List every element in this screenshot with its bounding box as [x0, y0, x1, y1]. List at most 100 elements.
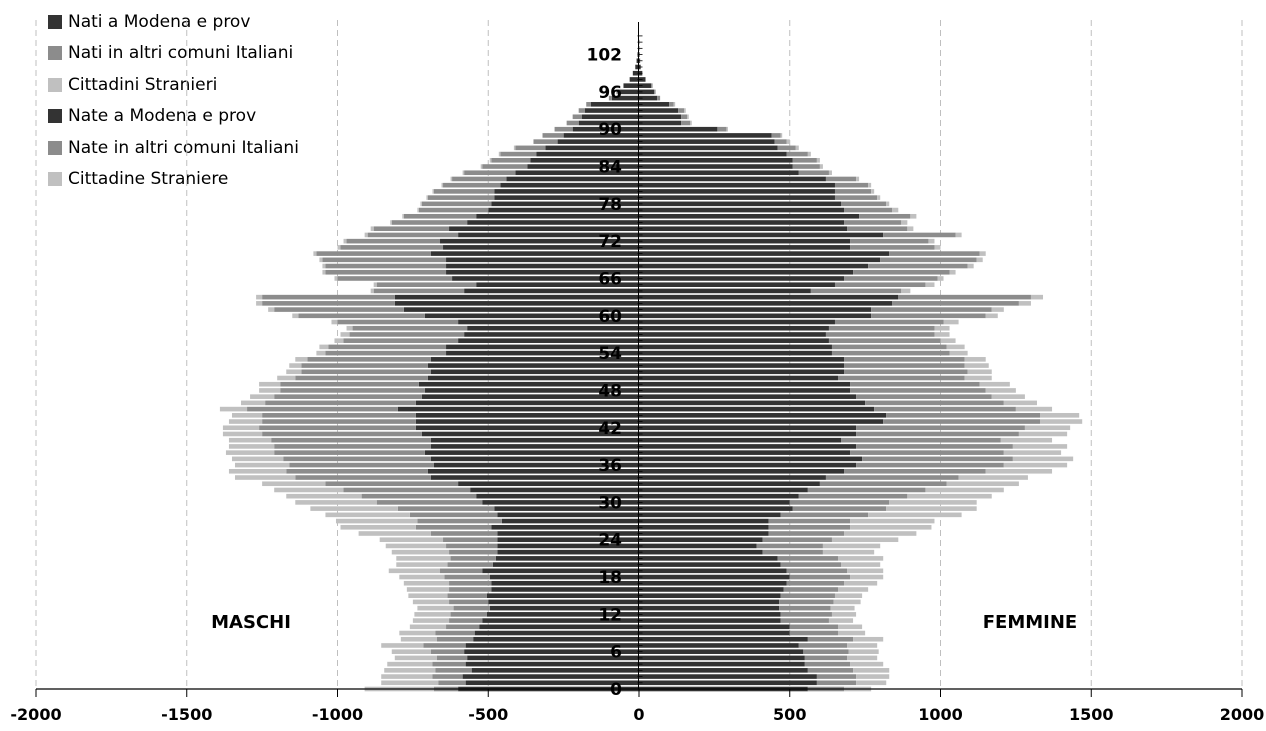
bar-female-nate-italia: [889, 251, 980, 256]
bar-female-straniere: [1012, 444, 1068, 449]
bar-male-nati-modena: [446, 350, 639, 356]
bar-female-nate-modena: [639, 369, 845, 375]
bar-male-nati-modena: [427, 375, 639, 381]
bar-female-nate-italia: [762, 537, 832, 543]
bar-female-straniere: [964, 357, 986, 362]
bar-female-straniere: [1000, 437, 1053, 443]
bar-female-nate-modena: [639, 425, 857, 431]
bar-male-nati-italia: [274, 450, 425, 455]
bar-male-stranieri: [219, 406, 248, 412]
bar-female-nate-italia: [856, 394, 992, 399]
bar-male-nati-italia: [452, 176, 507, 182]
bar-male-nati-modena: [464, 288, 639, 294]
bar-female-nate-italia: [834, 195, 878, 200]
bar-female-nate-italia: [780, 593, 835, 598]
bar-male-stranieri: [295, 500, 377, 505]
bar-female-nate-italia: [844, 276, 938, 281]
bar-male-nati-italia: [286, 469, 428, 474]
bar-female-nate-italia: [657, 95, 661, 101]
bar-female-nate-modena: [639, 437, 842, 443]
bar-female-nate-italia: [844, 363, 965, 368]
bar-male-nati-modena: [452, 276, 639, 281]
bar-male-stranieri: [412, 618, 450, 623]
bar-female-nate-italia: [789, 624, 838, 630]
bar-male-nati-italia: [361, 493, 477, 499]
bar-female-straniere: [910, 213, 917, 219]
bar-male-nati-modena: [427, 469, 639, 474]
bar-male-stranieri: [462, 170, 465, 176]
bar-female-nate-italia: [844, 220, 902, 225]
legend-item: Cittadini Stranieri: [48, 69, 299, 101]
bar-male-nati-modena: [491, 580, 639, 586]
y-tick-label: 0: [610, 680, 622, 700]
bar-male-stranieri: [381, 643, 424, 648]
bar-female-nate-italia: [804, 655, 848, 661]
bar-male-nati-italia: [409, 512, 498, 518]
bar-male-stranieri: [406, 587, 450, 592]
bar-female-straniere: [991, 307, 1004, 312]
bar-male-stranieri: [441, 182, 444, 188]
bar-male-stranieri: [391, 549, 450, 555]
bar-male-nati-modena: [424, 313, 639, 319]
bar-male-nati-modena: [497, 512, 639, 518]
bar-female-straniere: [1039, 419, 1083, 424]
bar-female-nate-italia: [898, 294, 1031, 300]
bar-male-stranieri: [222, 431, 263, 437]
bar-female-straniere: [949, 269, 956, 275]
bar-female-straniere: [940, 338, 956, 343]
axis-layer: -2000 -1500 -1000 -500 0 500 1000 1500 2000 0 6 12 1…: [10, 22, 1264, 724]
bar-male-stranieri: [228, 419, 263, 424]
bar-male-stranieri: [335, 518, 418, 524]
bar-male-nati-modena: [467, 325, 639, 331]
bar-male-nati-italia: [417, 518, 502, 524]
bar-male-stranieri: [373, 282, 377, 287]
bar-male-stranieri: [498, 151, 501, 157]
bar-male-stranieri: [412, 599, 450, 605]
bar-male-nati-italia: [280, 381, 419, 387]
bar-female-nate-italia: [834, 182, 869, 188]
legend-swatch: [48, 14, 62, 29]
bar-male-stranieri: [228, 437, 272, 443]
bar-male-stranieri: [387, 661, 433, 667]
bar-male-nati-italia: [423, 643, 466, 648]
bar-female-nate-italia: [804, 661, 851, 667]
bar-male-nati-italia: [316, 251, 431, 256]
bar-female-nate-modena: [639, 201, 842, 207]
bar-male-nati-modena: [394, 301, 639, 306]
bar-male-nati-italia: [373, 226, 450, 232]
bar-female-nate-italia: [834, 319, 944, 325]
legend-label: Cittadine Straniere: [68, 169, 229, 190]
bar-male-stranieri: [310, 506, 398, 511]
bar-female-nate-modena: [639, 263, 869, 269]
bar-female-nate-italia: [669, 102, 674, 107]
bar-female-straniere: [673, 102, 676, 107]
bar-male-nati-modena: [632, 70, 639, 76]
bar-male-nati-modena: [590, 102, 639, 107]
bar-male-nati-modena: [572, 126, 639, 132]
bar-male-nati-italia: [608, 95, 612, 101]
bar-female-nate-modena: [639, 350, 832, 356]
bar-male-nati-italia: [464, 170, 516, 176]
bar-female-nate-italia: [856, 431, 1019, 437]
bar-male-stranieri: [417, 207, 419, 213]
bar-female-nate-modena: [639, 139, 775, 144]
bar-male-nati-italia: [271, 437, 431, 443]
legend-swatch: [48, 172, 62, 187]
bar-male-nati-italia: [449, 580, 492, 586]
bar-female-nate-modena: [639, 195, 835, 200]
bar-female-nate-modena: [639, 170, 799, 176]
bar-male-nati-modena: [430, 475, 639, 480]
bar-male-nati-modena: [446, 257, 639, 263]
bar-female-nate-modena: [639, 114, 682, 120]
bar-male-stranieri: [400, 636, 437, 642]
bar-male-nati-italia: [289, 462, 434, 468]
bar-female-nate-modena: [639, 120, 682, 126]
bar-female-nate-modena: [639, 245, 851, 250]
y-tick-label: 48: [598, 381, 622, 401]
bar-male-nati-italia: [629, 77, 630, 82]
legend-label: Nate a Modena e prov: [68, 106, 257, 127]
y-tick-label: 84: [598, 158, 622, 178]
bar-male-nati-italia: [443, 182, 501, 188]
bar-female-nate-italia: [850, 238, 929, 244]
